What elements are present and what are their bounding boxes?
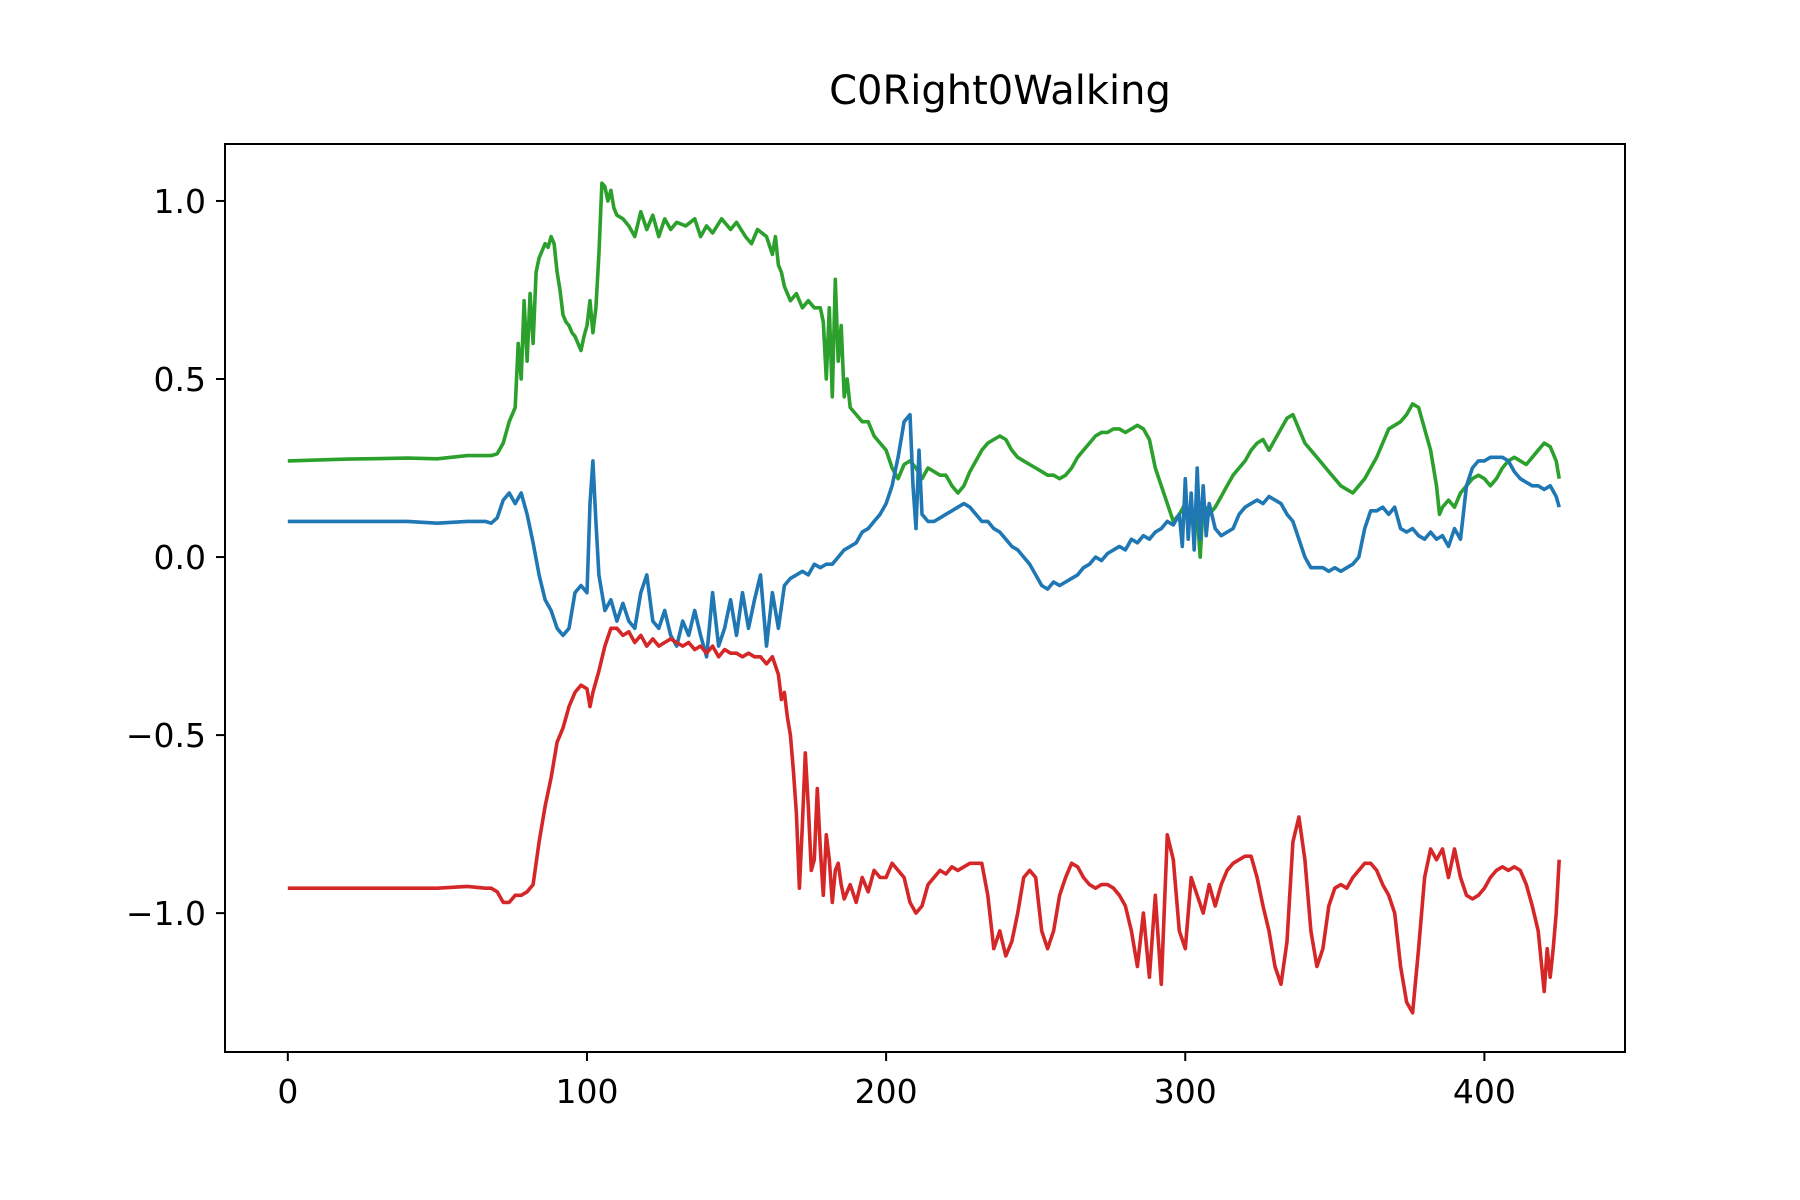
y-axis: 1.0 0.5 0.0 −0.5 −1.0 (126, 182, 225, 933)
series-line-1 (287, 181, 1561, 559)
y-tick-label: 0.0 (154, 538, 206, 577)
x-tick-label: 0 (277, 1072, 298, 1111)
y-tick-label: 1.0 (154, 182, 206, 221)
plot-frame (224, 143, 1626, 1053)
series-layer (287, 181, 1561, 1015)
x-tick-label: 400 (1453, 1072, 1516, 1111)
x-tick-label: 300 (1154, 1072, 1217, 1111)
series-line-3 (287, 626, 1561, 1015)
x-axis: 0 100 200 300 400 (277, 1052, 1516, 1111)
x-tick-label: 100 (555, 1072, 618, 1111)
x-tick-label: 200 (855, 1072, 918, 1111)
series-line-2 (287, 412, 1561, 659)
y-tick-label: 0.5 (154, 360, 206, 399)
y-tick-label: −1.0 (126, 894, 206, 933)
y-tick-label: −0.5 (126, 716, 206, 755)
chart-title: C0Right0Walking (829, 68, 1171, 114)
